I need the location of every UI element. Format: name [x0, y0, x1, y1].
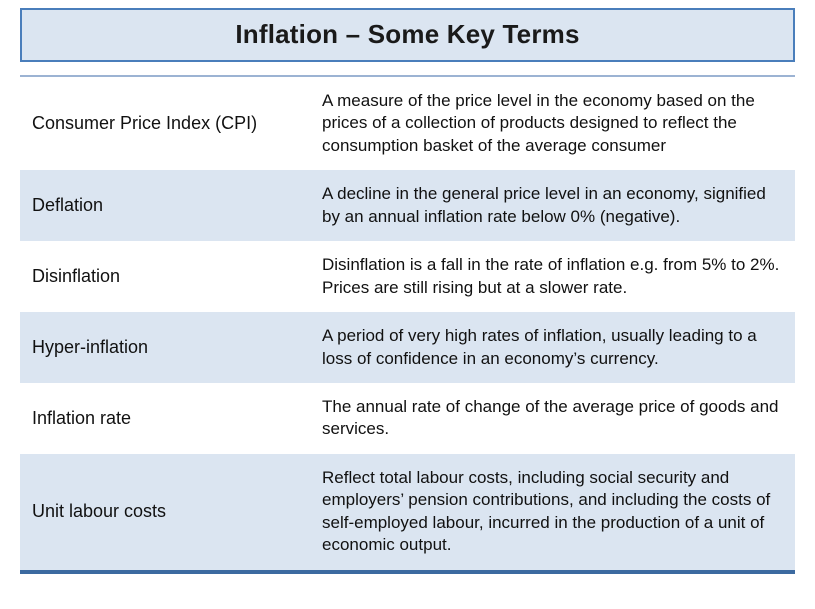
- term-cell: Inflation rate: [32, 407, 132, 428]
- term-cell: Disinflation: [32, 265, 121, 286]
- table-row: Deflation A decline in the general price…: [20, 170, 795, 242]
- terms-table: Consumer Price Index (CPI) A measure of …: [20, 75, 795, 574]
- page-title: Inflation – Some Key Terms: [235, 19, 580, 49]
- title-box: Inflation – Some Key Terms: [20, 8, 795, 62]
- definition-cell: A decline in the general price level in …: [322, 184, 766, 226]
- definition-cell: Reflect total labour costs, including so…: [322, 467, 771, 555]
- term-cell: Deflation: [32, 195, 104, 216]
- table-row: Unit labour costs Reflect total labour c…: [20, 453, 795, 570]
- table-row: Inflation rate The annual rate of change…: [20, 383, 795, 454]
- term-cell: Unit labour costs: [32, 500, 167, 521]
- term-cell: Hyper-inflation: [32, 336, 149, 357]
- table-row: Disinflation Disinflation is a fall in t…: [20, 241, 795, 312]
- definition-cell: A measure of the price level in the econ…: [322, 91, 755, 155]
- definition-cell: The annual rate of change of the average…: [322, 396, 779, 439]
- term-cell: Consumer Price Index (CPI): [32, 112, 258, 133]
- table-row: Consumer Price Index (CPI) A measure of …: [20, 77, 795, 170]
- definition-cell: A period of very high rates of inflation…: [322, 326, 757, 368]
- definition-cell: Disinflation is a fall in the rate of in…: [322, 255, 780, 297]
- table-row: Hyper-inflation A period of very high ra…: [20, 312, 795, 383]
